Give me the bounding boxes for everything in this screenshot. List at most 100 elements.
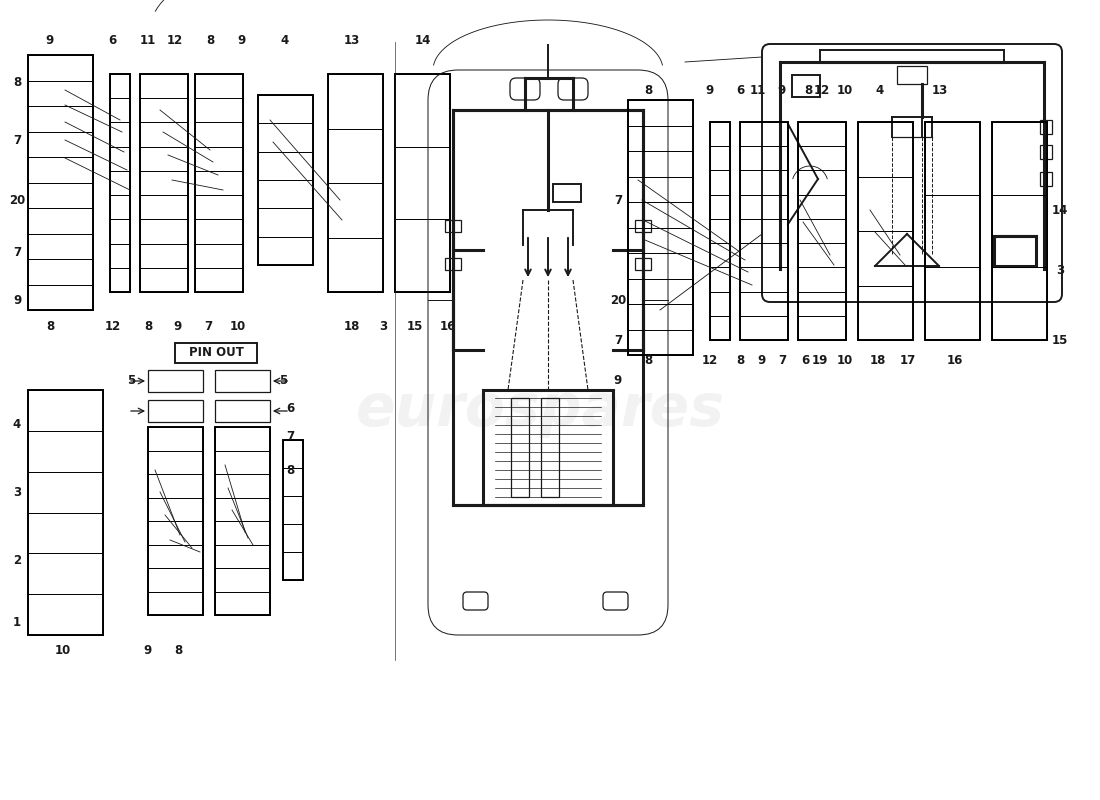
Bar bbox=[28, 259, 94, 285]
Text: 7: 7 bbox=[204, 321, 212, 334]
Bar bbox=[740, 267, 788, 291]
Bar bbox=[446, 258, 461, 270]
Bar bbox=[798, 243, 846, 267]
Bar bbox=[992, 122, 1047, 194]
Bar bbox=[798, 267, 846, 291]
Text: 8: 8 bbox=[286, 463, 294, 477]
Bar bbox=[214, 545, 270, 568]
Bar bbox=[628, 151, 693, 177]
Text: 7: 7 bbox=[614, 194, 623, 206]
Bar bbox=[740, 122, 788, 146]
Bar bbox=[148, 450, 204, 474]
Bar bbox=[798, 170, 846, 194]
Bar bbox=[140, 146, 188, 171]
Bar bbox=[1040, 120, 1052, 134]
Text: 13: 13 bbox=[932, 83, 948, 97]
Bar bbox=[283, 552, 302, 580]
Text: 15: 15 bbox=[407, 321, 424, 334]
Bar bbox=[214, 498, 270, 521]
Bar bbox=[28, 131, 94, 157]
Bar bbox=[148, 400, 204, 422]
Text: 9: 9 bbox=[46, 34, 54, 46]
Bar bbox=[214, 591, 270, 615]
Bar bbox=[628, 177, 693, 202]
Bar bbox=[740, 243, 788, 267]
Text: 9: 9 bbox=[758, 354, 766, 366]
Bar bbox=[553, 184, 581, 202]
Bar bbox=[740, 146, 788, 170]
Text: 6: 6 bbox=[801, 354, 810, 366]
Bar bbox=[28, 554, 103, 594]
Bar bbox=[28, 55, 94, 310]
Text: 10: 10 bbox=[837, 83, 854, 97]
Bar bbox=[798, 291, 846, 316]
Bar bbox=[214, 427, 270, 450]
Bar bbox=[258, 237, 314, 265]
Bar bbox=[258, 208, 314, 237]
Bar bbox=[195, 219, 243, 243]
Bar bbox=[140, 74, 188, 98]
Text: 8: 8 bbox=[644, 354, 652, 366]
Bar bbox=[635, 258, 651, 270]
Bar bbox=[925, 122, 980, 194]
Text: 8: 8 bbox=[46, 321, 54, 334]
Text: 10: 10 bbox=[230, 321, 246, 334]
Bar bbox=[992, 122, 1047, 340]
Text: 3: 3 bbox=[13, 486, 21, 498]
Bar bbox=[28, 431, 103, 472]
Bar bbox=[858, 122, 913, 177]
Text: 1: 1 bbox=[13, 615, 21, 629]
Bar bbox=[328, 183, 383, 238]
Bar bbox=[148, 427, 204, 450]
Bar bbox=[858, 231, 913, 286]
Text: 9: 9 bbox=[778, 83, 786, 97]
Text: 8: 8 bbox=[736, 354, 744, 366]
Bar bbox=[258, 95, 314, 123]
Bar bbox=[541, 398, 559, 497]
Bar bbox=[483, 390, 613, 505]
Bar bbox=[798, 219, 846, 243]
Bar bbox=[110, 195, 130, 219]
Text: 12: 12 bbox=[702, 354, 718, 366]
Bar bbox=[925, 267, 980, 340]
Bar bbox=[195, 122, 243, 146]
Bar bbox=[195, 74, 243, 292]
Text: 12: 12 bbox=[104, 321, 121, 334]
Bar bbox=[925, 122, 980, 340]
Bar bbox=[798, 122, 846, 340]
Bar bbox=[258, 152, 314, 180]
Bar bbox=[140, 243, 188, 268]
Bar bbox=[28, 390, 103, 635]
Text: 7: 7 bbox=[13, 246, 21, 258]
Text: 16: 16 bbox=[440, 321, 456, 334]
Bar bbox=[283, 496, 302, 524]
Bar bbox=[110, 243, 130, 268]
Text: 15: 15 bbox=[1052, 334, 1068, 346]
Bar bbox=[328, 238, 383, 292]
Text: 9: 9 bbox=[706, 83, 714, 97]
Bar bbox=[195, 195, 243, 219]
Text: 13: 13 bbox=[344, 34, 360, 46]
Bar bbox=[195, 268, 243, 292]
Text: 11: 11 bbox=[140, 34, 156, 46]
Bar bbox=[740, 170, 788, 194]
Bar bbox=[28, 157, 94, 182]
Bar bbox=[628, 227, 693, 253]
Bar bbox=[214, 474, 270, 498]
Text: 9: 9 bbox=[13, 294, 21, 306]
Bar bbox=[28, 208, 94, 234]
Bar bbox=[710, 146, 730, 170]
Text: 7: 7 bbox=[778, 354, 786, 366]
Text: 20: 20 bbox=[609, 294, 626, 306]
Bar bbox=[395, 219, 450, 292]
Text: 14: 14 bbox=[415, 34, 431, 46]
Text: 8: 8 bbox=[13, 75, 21, 89]
Text: 8: 8 bbox=[144, 321, 152, 334]
Bar bbox=[710, 122, 730, 146]
Bar bbox=[28, 594, 103, 635]
Text: 16: 16 bbox=[947, 354, 964, 366]
Text: 7: 7 bbox=[286, 430, 294, 443]
Bar bbox=[710, 243, 730, 267]
Bar bbox=[896, 66, 927, 84]
Text: 12: 12 bbox=[814, 83, 830, 97]
